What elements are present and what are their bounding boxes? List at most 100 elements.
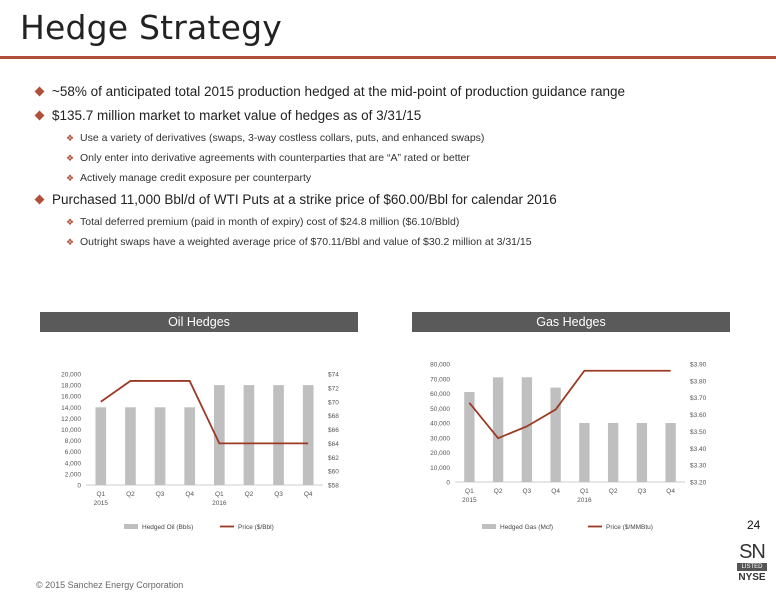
page-number: 24	[747, 518, 761, 532]
y-tick-label: 60,000	[430, 391, 450, 398]
bullet-item: ~58% of anticipated total 2015 productio…	[34, 84, 756, 99]
small-diamond-bullet-icon: ❖	[66, 217, 75, 227]
x-tick-label: Q2	[494, 488, 503, 495]
x-tick-label: Q3	[638, 488, 647, 495]
bar	[154, 407, 166, 485]
sub-bullet-item: ❖ Total deferred premium (paid in month o…	[36, 216, 756, 228]
legend-line-label: Price ($/MMBtu)	[606, 524, 653, 531]
bar	[636, 423, 648, 482]
x-tick-label: Q3	[523, 488, 532, 495]
y-tick-label: 80,000	[430, 362, 450, 369]
sub-bullet-item: ❖ Use a variety of derivatives (swaps, 3-…	[36, 132, 756, 144]
bullet-text: ~58% of anticipated total 2015 productio…	[52, 84, 626, 99]
y-tick-label: 6,000	[65, 449, 82, 456]
x-tick-label: Q4	[185, 491, 194, 498]
small-diamond-bullet-icon: ❖	[66, 133, 75, 143]
price-line	[100, 380, 309, 445]
legend-line-label: Price ($/Bbl)	[238, 524, 274, 531]
y2-tick-label: $3.30	[690, 463, 707, 470]
bar	[302, 385, 314, 485]
bar	[550, 387, 561, 482]
y2-tick-label: $3.90	[690, 362, 707, 369]
oil-hedges-header: Oil Hedges	[40, 312, 358, 332]
bar	[95, 407, 107, 485]
gas-hedges-chart: Gas Hedges 0 10,000 20,000 30,000 40,000 50,0…	[412, 312, 730, 534]
x-year-label: 2016	[212, 500, 227, 507]
y-tick-label: 30,000	[430, 435, 450, 442]
sub-bullet-item: ❖ Only enter into derivative agreements w…	[36, 152, 756, 164]
sub-bullet-text: Outright swaps have a weighted average p…	[80, 236, 532, 248]
diamond-bullet-icon	[34, 110, 45, 121]
logo-exchange: NYSE	[738, 572, 766, 583]
y2-tick-label: $66	[328, 427, 339, 434]
diamond-bullet-icon	[34, 86, 45, 97]
y-tick-label: 70,000	[430, 376, 450, 383]
legend-bar-swatch	[482, 524, 496, 529]
y-tick-label: 14,000	[61, 405, 81, 412]
legend-bar-label: Hedged Gas (Mcf)	[500, 524, 553, 531]
y2-tick-label: $3.60	[690, 412, 707, 419]
y2-tick-label: $3.50	[690, 429, 707, 436]
y-tick-label: 16,000	[61, 394, 81, 401]
gas-hedges-header: Gas Hedges	[412, 312, 730, 332]
x-tick-label: Q4	[551, 488, 560, 495]
oil-hedges-plot: 0 2,000 4,000 6,000 8,000 10,000 12,000 14,000 1…	[61, 372, 339, 532]
y2-tick-label: $3.70	[690, 395, 707, 402]
gas-hedges-plot: 0 10,000 20,000 30,000 40,000 50,000 60,000 70,…	[430, 362, 707, 532]
bar	[579, 423, 590, 482]
x-tick-label: Q1	[215, 491, 224, 498]
x-tick-label: Q2	[245, 491, 254, 498]
y2-tick-label: $70	[328, 399, 339, 406]
x-year-label: 2015	[462, 497, 477, 504]
bar	[521, 377, 533, 482]
sub-bullet-text: Only enter into derivative agreements wi…	[80, 152, 470, 164]
y2-tick-label: $3.20	[690, 480, 707, 487]
y-tick-label: 4,000	[65, 460, 82, 467]
sub-bullet-text: Use a variety of derivatives (swaps, 3-w…	[80, 132, 485, 144]
nyse-logo: SN LISTED NYSE	[737, 542, 767, 583]
legend-bar-label: Hedged Oil (Bbls)	[142, 524, 193, 531]
y-tick-label: 40,000	[430, 421, 450, 428]
y2-tick-label: $68	[328, 413, 339, 420]
x-tick-label: Q2	[609, 488, 618, 495]
x-tick-label: Q4	[304, 491, 313, 498]
y-tick-label: 0	[77, 483, 81, 490]
bar	[665, 423, 676, 482]
bar	[125, 407, 136, 485]
price-line	[468, 369, 671, 440]
bar	[492, 377, 504, 482]
x-tick-label: Q3	[274, 491, 283, 498]
bullet-item: Purchased 11,000 Bbl/d of WTI Puts at a …	[34, 192, 756, 207]
bar	[184, 407, 196, 485]
y-tick-label: 20,000	[61, 372, 81, 379]
sub-bullet-text: Total deferred premium (paid in month of…	[80, 216, 460, 228]
oil-hedges-chart: Oil Hedges 0 2,000 4,000 6,000 8,000 10,000 12…	[40, 312, 358, 534]
y-tick-label: 20,000	[430, 450, 450, 457]
y-tick-label: 2,000	[65, 471, 82, 478]
title-rule	[0, 56, 776, 59]
bar	[607, 423, 619, 482]
diamond-bullet-icon	[34, 194, 45, 205]
bar	[213, 385, 225, 485]
sub-bullet-item: ❖ Actively manage credit exposure per cou…	[36, 172, 756, 184]
y-tick-label: 8,000	[65, 438, 82, 445]
y-tick-label: 12,000	[61, 416, 81, 423]
y2-tick-label: $60	[328, 469, 339, 476]
x-tick-label: Q1	[96, 491, 105, 498]
y2-tick-label: $72	[328, 385, 339, 392]
bullet-text: $135.7 million market to market value of…	[52, 108, 422, 123]
x-tick-label: Q4	[666, 488, 675, 495]
x-year-label: 2015	[94, 500, 109, 507]
sub-bullet-text: Actively manage credit exposure per coun…	[80, 172, 312, 184]
bar	[243, 385, 255, 485]
small-diamond-bullet-icon: ❖	[66, 173, 75, 183]
y2-tick-label: $3.40	[690, 446, 707, 453]
copyright-footer: © 2015 Sanchez Energy Corporation	[36, 580, 184, 590]
y-tick-label: 18,000	[61, 383, 81, 390]
y2-tick-label: $74	[328, 372, 339, 379]
bar	[464, 392, 475, 482]
x-year-label: 2016	[577, 497, 592, 504]
y-tick-label: 10,000	[61, 427, 81, 434]
logo-listed: LISTED	[737, 563, 767, 571]
bar	[273, 385, 284, 485]
